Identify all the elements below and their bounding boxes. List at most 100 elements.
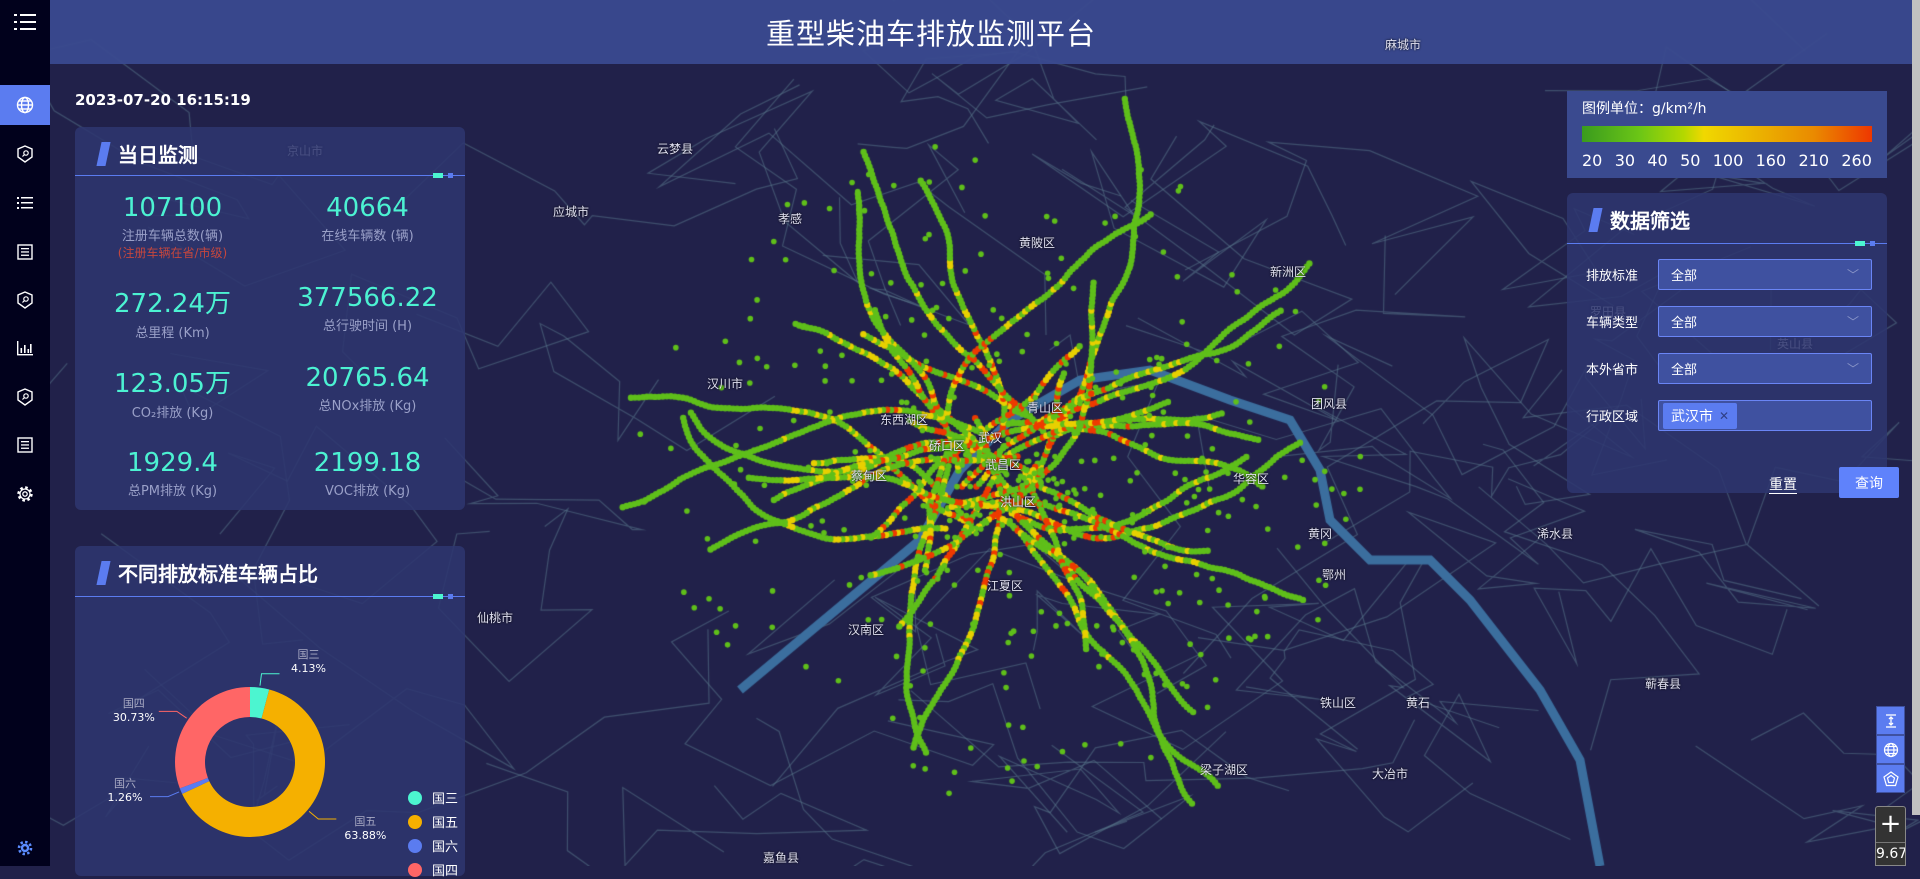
query-button[interactable]: 查询 xyxy=(1839,467,1899,498)
legend-label: 国三 xyxy=(432,792,459,807)
slice-name: 国五 xyxy=(354,815,377,829)
sidebar-item-supervision-3[interactable] xyxy=(0,377,50,417)
stat-value: 377566.22 xyxy=(297,283,438,313)
map-place-label: 蔡甸区 xyxy=(851,469,888,483)
map-place-label: 华容区 xyxy=(1233,472,1270,486)
panel-title-text: 不同排放标准车辆占比 xyxy=(118,562,318,586)
sidebar-item-list[interactable] xyxy=(0,183,50,223)
stat-value: 1929.4 xyxy=(127,448,218,478)
slice-label: 国三 4.13% xyxy=(284,648,334,676)
legend-ticks: 20 30 40 50 100 160 210 260 xyxy=(1582,151,1872,170)
legend-item[interactable]: 国六 xyxy=(408,836,458,855)
donut-slice-国三[interactable] xyxy=(250,687,270,719)
reset-button[interactable]: 重置 xyxy=(1769,477,1797,493)
stat-value: 123.05万 xyxy=(114,369,231,399)
sidebar-item-settings[interactable] xyxy=(0,474,50,514)
map-place-label: 大冶市 xyxy=(1372,767,1409,781)
chevron-down-icon: ﹀ xyxy=(1846,362,1859,376)
divider xyxy=(75,594,465,599)
select-value: 全部 xyxy=(1671,316,1698,331)
legend-gradient xyxy=(1582,126,1872,142)
panel-title-text: 数据筛选 xyxy=(1610,209,1690,233)
map-place-label: 东西湖区 xyxy=(880,413,929,427)
map-place-label: 麻城市 xyxy=(1385,38,1422,52)
stat-item: 107100 注册车辆总数(辆) (注册车辆在省/市级) xyxy=(75,193,270,261)
menu-toggle-button[interactable] xyxy=(0,2,50,42)
map-place-label: 团风县 xyxy=(1311,397,1348,411)
list-icon xyxy=(17,197,33,209)
document-list-icon xyxy=(17,437,33,453)
legend-item[interactable]: 国四 xyxy=(408,860,458,879)
slice-percent: 63.88% xyxy=(344,829,387,843)
slice-name: 国三 xyxy=(297,647,320,661)
select-value: 全部 xyxy=(1671,363,1698,378)
stat-label: CO₂排放 (Kg) xyxy=(131,406,214,421)
stat-note: (注册车辆在省/市级) xyxy=(117,246,228,260)
label-line xyxy=(158,710,187,719)
filter-label: 行政区域 xyxy=(1586,410,1639,425)
polygon-tool-button[interactable] xyxy=(1876,764,1905,793)
map-place-label: 黄石 xyxy=(1406,696,1431,710)
map-place-label: 黄陂区 xyxy=(1019,236,1056,250)
stat-label: 在线车辆数 (辆) xyxy=(321,229,414,244)
slice-label: 国五 63.88% xyxy=(340,815,390,843)
legend-tick: 100 xyxy=(1712,151,1744,170)
slice-label: 国六 1.26% xyxy=(100,777,150,805)
globe-tool-button[interactable] xyxy=(1876,735,1905,764)
shield-search-icon xyxy=(17,388,33,406)
map-place-label: 武昌区 xyxy=(985,458,1022,472)
legend-tick: 20 xyxy=(1582,151,1603,170)
sidebar-item-supervision[interactable] xyxy=(0,134,50,174)
sidebar-item-map[interactable] xyxy=(0,85,50,125)
map-place-label: 应城市 xyxy=(553,205,590,219)
map-place-label: 青山区 xyxy=(1027,401,1064,415)
stat-value: 40664 xyxy=(326,193,409,223)
panel-title: 数据筛选 xyxy=(1588,205,1690,234)
legend-item[interactable]: 国五 xyxy=(408,812,458,831)
legend-label: 国五 xyxy=(432,816,459,831)
scrollbar[interactable] xyxy=(1912,0,1920,815)
zoom-level: 9.67 xyxy=(1876,846,1905,862)
zoom-in-button[interactable]: + xyxy=(1876,807,1905,843)
map-place-label: 武汉 xyxy=(978,431,1003,445)
current-datetime: 2023-07-20 16:15:19 xyxy=(75,91,251,109)
region-tag: 武汉市 ✕ xyxy=(1663,402,1738,429)
map-tools xyxy=(1876,706,1905,793)
emission-standard-select[interactable]: 全部 ﹀ xyxy=(1658,259,1872,290)
donut-slice-国六[interactable] xyxy=(179,777,210,794)
stat-item: 20765.64 总NOx排放 (Kg) xyxy=(270,363,465,414)
globe-icon xyxy=(16,96,34,114)
sidebar-item-reports[interactable] xyxy=(0,425,50,465)
region-multiselect[interactable]: 武汉市 ✕ xyxy=(1658,400,1872,431)
label-line xyxy=(150,791,180,798)
legend-dot xyxy=(408,790,422,805)
stat-value: 20765.64 xyxy=(305,363,430,393)
sidebar-item-statistics[interactable] xyxy=(0,328,50,368)
stat-item: 1929.4 总PM排放 (Kg) xyxy=(75,448,270,499)
close-icon[interactable]: ✕ xyxy=(1719,408,1730,423)
legend-dot xyxy=(408,838,422,853)
donut-slice-国五[interactable] xyxy=(182,689,325,837)
legend-item[interactable]: 国三 xyxy=(408,788,458,807)
donut-chart xyxy=(150,673,337,837)
sidebar-bottom-settings[interactable] xyxy=(0,828,50,868)
stat-value: 272.24万 xyxy=(114,289,231,319)
sidebar-item-supervision-2[interactable] xyxy=(0,280,50,320)
slice-percent: 4.13% xyxy=(291,661,326,675)
vehicle-type-select[interactable]: 全部 ﹀ xyxy=(1658,306,1872,337)
sidebar-item-records[interactable] xyxy=(0,232,50,272)
map-place-label: 铁山区 xyxy=(1320,696,1357,710)
map-place-label: 浠水县 xyxy=(1537,527,1574,541)
map-place-label: 蕲春县 xyxy=(1645,677,1682,691)
divider xyxy=(1567,241,1887,246)
document-list-icon xyxy=(17,244,33,260)
province-select[interactable]: 全部 ﹀ xyxy=(1658,353,1872,384)
globe-icon xyxy=(1883,742,1898,757)
data-filter-panel: 数据筛选 排放标准 全部 ﹀ 车辆类型 全部 ﹀ 本外省市 全部 ﹀ 行政区域 武汉市 ✕ 重置… xyxy=(1567,193,1899,498)
donut-slice-国四[interactable] xyxy=(175,687,250,789)
measure-tool-button[interactable] xyxy=(1876,706,1905,735)
heatmap-legend: 图例单位：g/km²/h 20 30 40 50 100 160 210 260 xyxy=(1567,91,1887,178)
map-place-label: 江夏区 xyxy=(987,579,1024,593)
stat-label: 注册车辆总数(辆) xyxy=(121,229,224,244)
sidebar xyxy=(0,0,50,866)
